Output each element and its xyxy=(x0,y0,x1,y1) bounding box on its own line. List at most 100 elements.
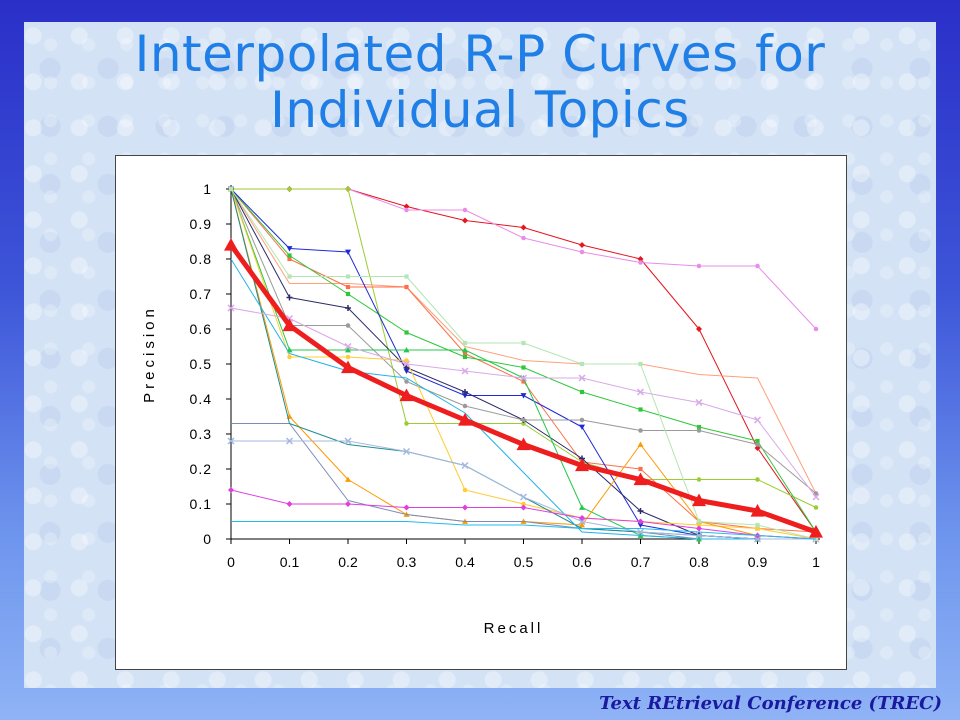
data-point xyxy=(287,253,292,258)
series-21 xyxy=(224,238,823,538)
data-point xyxy=(637,508,644,514)
series-line xyxy=(230,188,816,540)
data-point xyxy=(402,447,411,456)
data-point xyxy=(461,367,469,375)
data-point xyxy=(520,504,527,511)
data-point xyxy=(755,477,760,482)
data-point xyxy=(692,493,706,507)
data-point xyxy=(813,326,819,332)
data-point xyxy=(755,522,760,528)
data-point xyxy=(755,263,760,269)
data-point xyxy=(345,291,351,297)
data-point xyxy=(637,522,644,528)
data-point xyxy=(462,487,468,493)
data-point xyxy=(750,504,765,517)
chart-frame: 0 0.1 0.2 0.3 0.4 0.5 0.6 0.7 0.8 0.9 1 0 0.1 0.2 0.3 0… xyxy=(115,155,847,670)
data-point xyxy=(579,424,585,430)
data-point xyxy=(579,249,585,255)
data-point xyxy=(404,379,409,384)
y-tick-label: 0.9 xyxy=(190,216,212,232)
data-point xyxy=(287,256,292,262)
data-point xyxy=(462,217,468,224)
data-point xyxy=(227,304,235,312)
data-point xyxy=(695,398,703,407)
data-point xyxy=(579,361,585,367)
data-point xyxy=(638,407,643,412)
data-point xyxy=(638,428,643,433)
series-line xyxy=(230,188,817,494)
y-tick-label: 0.6 xyxy=(190,321,212,337)
data-point xyxy=(813,505,819,510)
data-point xyxy=(521,417,526,423)
series-4 xyxy=(230,188,817,494)
x-tick-label: 0.5 xyxy=(514,554,534,570)
data-point xyxy=(404,358,409,363)
data-point xyxy=(636,528,645,536)
slide-title: Interpolated R-P Curves for Individual T… xyxy=(134,25,826,139)
series-line xyxy=(230,188,817,540)
data-point xyxy=(633,472,648,486)
data-point xyxy=(696,525,702,532)
y-tick-label: 0.1 xyxy=(190,496,212,512)
data-point xyxy=(521,235,526,241)
rp-curves-chart: 0 0.1 0.2 0.3 0.4 0.5 0.6 0.7 0.8 0.9 1 0 0.1 0.2 0.3 0… xyxy=(141,181,823,637)
series-line xyxy=(230,258,816,540)
data-point xyxy=(286,246,293,252)
data-point xyxy=(579,515,585,521)
data-point xyxy=(227,437,235,445)
y-tick-label: 0.8 xyxy=(190,251,212,267)
data-point xyxy=(462,340,468,346)
data-point xyxy=(520,393,527,399)
x-tick-label: 0.2 xyxy=(338,554,358,570)
data-point xyxy=(403,504,410,511)
y-tick-label: 0.7 xyxy=(190,286,212,302)
series-20 xyxy=(231,521,817,540)
data-point xyxy=(403,203,410,210)
y-tick-label: 0.3 xyxy=(190,426,212,442)
y-tick-label: 0 xyxy=(203,531,212,547)
data-point xyxy=(228,487,234,493)
data-point xyxy=(809,525,823,538)
data-point xyxy=(345,249,351,255)
axis-labels: 0 0.1 0.2 0.3 0.4 0.5 0.6 0.7 0.8 0.9 1 0 0.1 0.2 0.3 0… xyxy=(141,181,820,637)
data-point xyxy=(579,522,585,528)
data-point xyxy=(402,360,411,368)
series-line xyxy=(230,188,816,540)
series-layer xyxy=(224,186,823,543)
data-point xyxy=(753,416,762,424)
data-point xyxy=(287,274,292,279)
data-point xyxy=(344,342,352,351)
data-point xyxy=(520,224,527,231)
data-point xyxy=(286,294,293,301)
series-line xyxy=(231,440,816,540)
data-point xyxy=(399,388,414,402)
y-tick-label: 0.5 xyxy=(190,356,212,372)
data-point xyxy=(638,260,643,265)
data-point xyxy=(521,365,526,370)
data-point xyxy=(755,438,760,444)
data-point xyxy=(341,360,355,374)
data-point xyxy=(696,263,702,269)
data-point xyxy=(345,347,351,353)
data-point xyxy=(345,186,351,192)
data-point xyxy=(579,389,585,395)
data-point xyxy=(345,476,351,482)
data-point xyxy=(462,347,468,353)
data-point xyxy=(462,351,468,356)
data-point xyxy=(519,493,528,501)
x-tick-label: 0.1 xyxy=(280,554,300,570)
x-tick-label: 1 xyxy=(812,554,820,570)
data-point xyxy=(696,326,702,332)
data-point xyxy=(458,413,472,426)
y-tick-label: 1 xyxy=(203,181,212,197)
data-point xyxy=(696,477,702,482)
data-point xyxy=(755,526,760,531)
series-15 xyxy=(230,258,816,540)
data-point xyxy=(404,207,409,213)
x-tick-label: 0.7 xyxy=(631,554,651,570)
data-point xyxy=(224,238,238,251)
series-line xyxy=(230,188,817,540)
footer-conference-name: Text REtrieval Conference (TREC) xyxy=(599,693,942,714)
data-point xyxy=(462,354,468,360)
data-point xyxy=(579,242,585,248)
